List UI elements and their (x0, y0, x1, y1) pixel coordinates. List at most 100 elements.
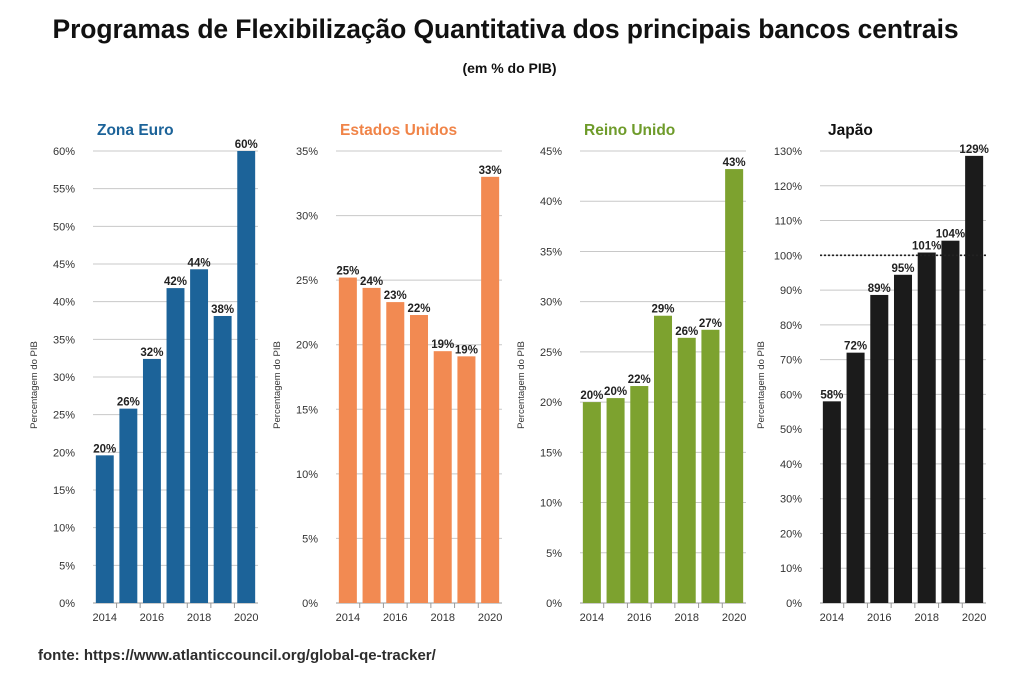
x-tick-label: 2018 (430, 612, 454, 624)
bar (409, 315, 429, 603)
y-tick-label: 30% (540, 297, 562, 309)
bar (606, 398, 625, 603)
y-tick-label: 40% (540, 196, 562, 208)
bar (213, 315, 232, 603)
bar (701, 329, 720, 603)
y-tick-label: 25% (540, 347, 562, 359)
y-tick-label: 50% (780, 424, 802, 436)
data-label: 20% (580, 390, 603, 402)
y-tick-label: 45% (540, 146, 562, 158)
data-label: 27% (699, 318, 722, 330)
panel-title: Estados Unidos (340, 122, 457, 139)
y-tick-label: 10% (780, 563, 802, 575)
x-tick-label: 2014 (580, 612, 604, 624)
data-label: 19% (431, 339, 454, 351)
bar (481, 176, 500, 604)
y-tick-label: 20% (296, 340, 318, 352)
x-tick-label: 2014 (93, 612, 117, 624)
y-tick-label: 25% (53, 410, 75, 422)
data-label: 25% (336, 266, 359, 278)
data-label: 26% (117, 397, 140, 409)
bar (653, 315, 673, 603)
data-label: 43% (723, 157, 746, 169)
bar (941, 240, 960, 603)
bar (433, 351, 452, 603)
y-tick-label: 100% (774, 250, 802, 262)
y-tick-label: 70% (780, 355, 802, 367)
y-tick-label: 30% (296, 211, 318, 223)
chart-subtitle: (em % do PIB) (462, 60, 557, 76)
y-tick-label: 45% (53, 259, 75, 271)
y-tick-label: 120% (774, 181, 802, 193)
data-label: 38% (211, 304, 234, 316)
data-label: 22% (628, 374, 651, 386)
data-label: 58% (820, 389, 843, 401)
data-label: 20% (93, 443, 116, 455)
data-label: 32% (140, 347, 163, 359)
bar (119, 408, 138, 603)
data-label: 22% (407, 303, 430, 315)
x-tick-label: 2018 (914, 612, 938, 624)
y-tick-label: 5% (302, 533, 318, 545)
y-tick-label: 35% (296, 146, 318, 158)
y-tick-label: 110% (775, 216, 803, 228)
bar (870, 294, 889, 603)
y-tick-label: 30% (53, 372, 75, 384)
y-tick-label: 10% (296, 469, 318, 481)
y-tick-label: 10% (540, 498, 562, 510)
y-tick-label: 55% (53, 184, 75, 196)
y-tick-label: 25% (296, 275, 318, 287)
x-tick-label: 2018 (674, 612, 698, 624)
x-tick-label: 2020 (234, 612, 258, 624)
bar (237, 151, 256, 603)
panel-title: Reino Unido (584, 122, 675, 139)
x-tick-label: 2020 (722, 612, 746, 624)
bar (893, 274, 913, 603)
chart-title: Programas de Flexibilização Quantitativa… (52, 14, 959, 44)
data-label: 19% (455, 344, 478, 356)
bar (965, 155, 984, 604)
source-note: fonte: https://www.atlanticcouncil.org/g… (38, 647, 436, 664)
bar (582, 402, 601, 603)
panel-title: Zona Euro (97, 122, 174, 139)
y-tick-label: 90% (780, 285, 802, 297)
y-tick-label: 0% (302, 598, 318, 610)
x-tick-label: 2020 (962, 612, 986, 624)
bar (630, 386, 649, 603)
y-tick-label: 15% (53, 485, 75, 497)
data-label: 23% (384, 290, 407, 302)
bar (362, 287, 381, 603)
data-label: 60% (235, 139, 258, 151)
bar (338, 277, 357, 603)
bar (190, 269, 209, 603)
panel-title: Japão (828, 122, 873, 139)
y-tick-label: 40% (780, 459, 802, 471)
x-tick-label: 2020 (478, 612, 502, 624)
x-tick-label: 2014 (820, 612, 844, 624)
bar (846, 352, 865, 603)
y-tick-label: 15% (540, 447, 562, 459)
bar (166, 288, 185, 603)
data-label: 33% (479, 165, 502, 177)
y-tick-label: 30% (780, 494, 802, 506)
x-tick-label: 2016 (383, 612, 407, 624)
y-tick-label: 40% (53, 297, 75, 309)
y-tick-label: 15% (296, 404, 318, 416)
y-tick-label: 0% (786, 598, 802, 610)
y-tick-label: 0% (546, 598, 562, 610)
bar (917, 252, 936, 603)
x-tick-label: 2016 (867, 612, 891, 624)
y-tick-label: 0% (59, 598, 75, 610)
y-axis-title: Percentagem do PIB (756, 341, 767, 429)
bar (142, 358, 161, 603)
y-tick-label: 35% (540, 246, 562, 258)
y-axis-title: Percentagem do PIB (29, 341, 40, 429)
y-tick-label: 20% (53, 447, 75, 459)
bar (386, 302, 405, 603)
bar (95, 455, 114, 603)
y-tick-label: 20% (540, 397, 562, 409)
y-tick-label: 80% (780, 320, 802, 332)
y-axis-title: Percentagem do PIB (272, 341, 283, 429)
bar (725, 169, 744, 603)
